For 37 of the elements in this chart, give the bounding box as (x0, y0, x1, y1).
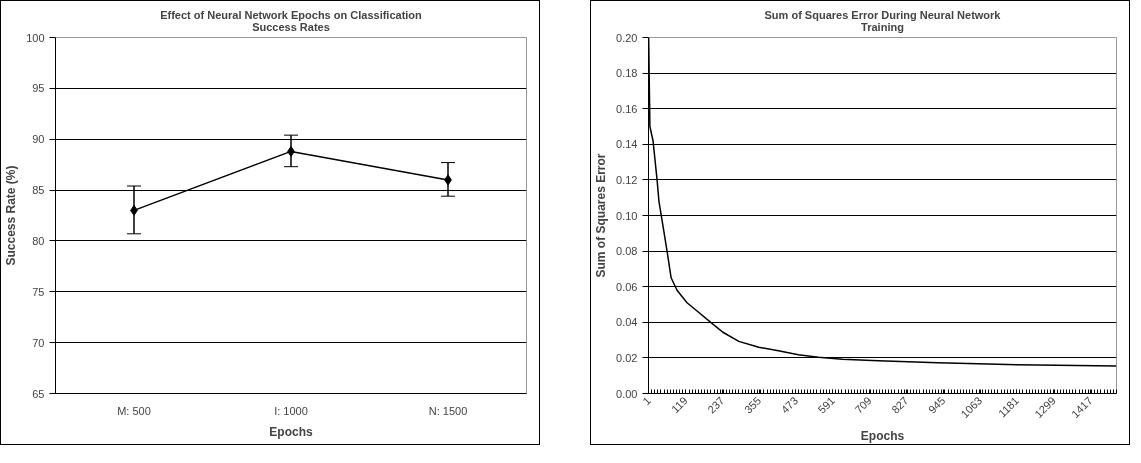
y-tick-label: 0.18 (616, 67, 638, 80)
y-tick-label: 0.00 (616, 387, 638, 400)
y-tick-label: 0.10 (616, 209, 638, 222)
x-axis-title: Epochs (269, 424, 313, 439)
x-tick-label: 1 (640, 394, 653, 408)
y-tick-label: 0.16 (616, 102, 638, 115)
y-tick-label: 90 (32, 133, 45, 146)
y-tick-label: 0.02 (616, 351, 638, 364)
y-tick-label: 0.06 (616, 280, 638, 293)
x-tick-label: 119 (668, 394, 690, 416)
y-tick-label: 0.12 (616, 173, 638, 186)
x-tick-label: M: 500 (117, 404, 151, 417)
y-tick-label: 0.20 (616, 31, 638, 44)
x-tick-label: 709 (852, 394, 874, 416)
x-tick-label: 591 (815, 394, 837, 416)
x-tick-label: 355 (741, 394, 764, 416)
y-tick-label: 85 (32, 184, 45, 197)
y-tick-label: 95 (32, 82, 45, 95)
x-axis-title: Epochs (860, 429, 905, 444)
x-tick-label: 473 (778, 394, 801, 416)
chart-title: Sum of Squares Error During Neural Network Training (764, 8, 1002, 33)
y-tick-label: 65 (32, 387, 45, 400)
y-tick-label: 0.14 (616, 138, 638, 151)
x-tick-label: 945 (925, 394, 948, 416)
x-tick-label: 827 (889, 394, 911, 416)
y-tick-label: 0.04 (616, 316, 638, 329)
y-tick-label: 0.08 (616, 245, 638, 258)
y-axis-title: Sum of Squares Error (594, 153, 609, 278)
chart-title: Effect of Neural Network Epochs on Classification Success Rates (160, 8, 423, 33)
x-tick-label: N: 1500 (428, 404, 468, 417)
y-tick-label: 75 (32, 285, 45, 298)
x-tick-label: 237 (705, 394, 727, 416)
y-axis-title: Success Rate (%) (4, 165, 19, 266)
x-tick-label: I: 1000 (274, 404, 308, 417)
y-tick-label: 70 (32, 336, 45, 349)
y-tick-label: 100 (26, 31, 45, 44)
y-tick-label: 80 (32, 234, 45, 247)
